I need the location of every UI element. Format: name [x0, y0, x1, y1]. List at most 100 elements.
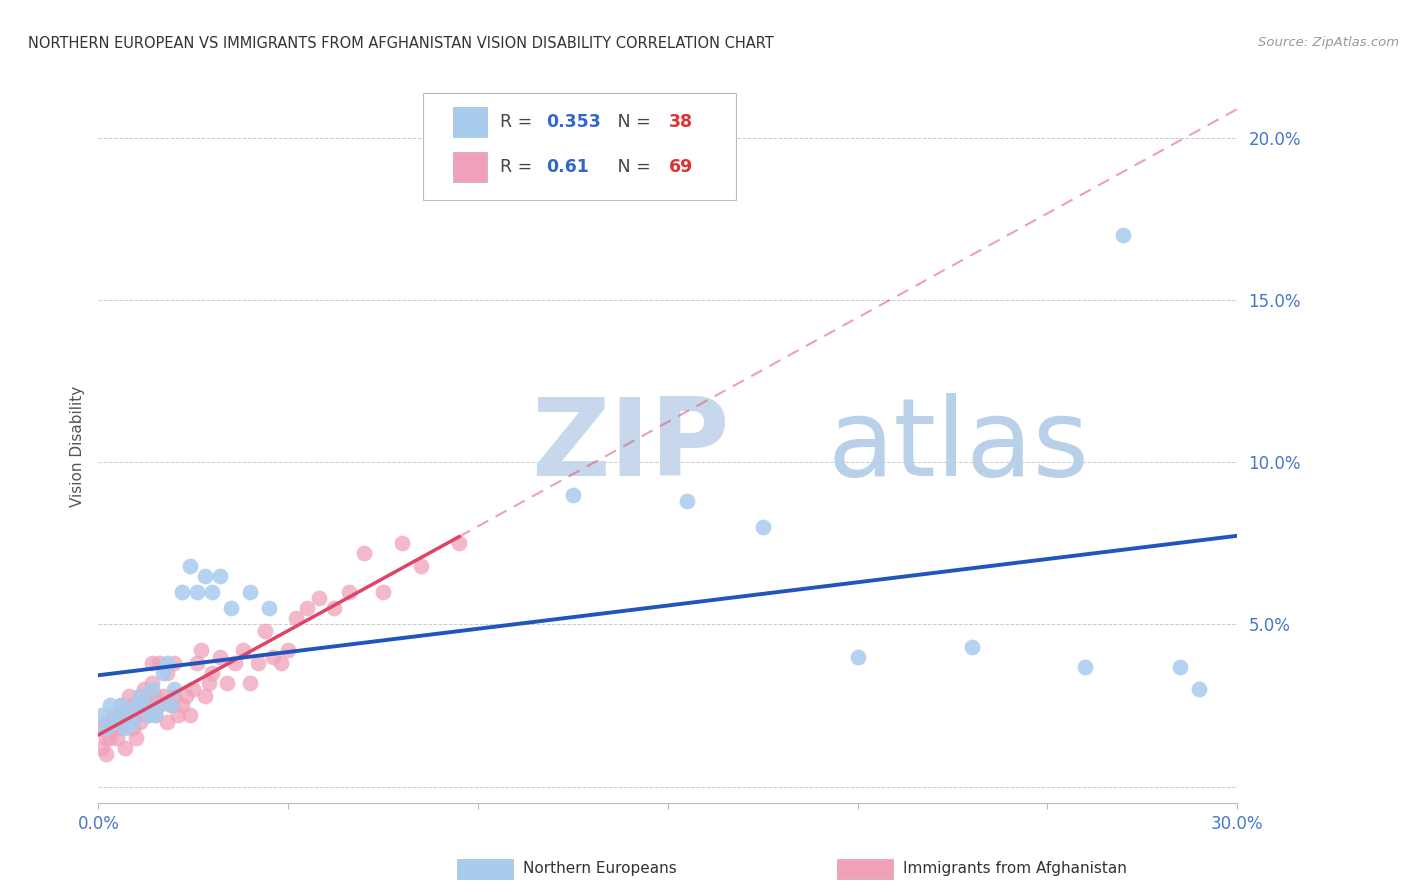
Point [145, 689, 167, 703]
Point [98, 714, 121, 729]
Point [224, 657, 246, 671]
Point [239, 585, 262, 599]
Point [94, 731, 117, 745]
Point [91, 708, 114, 723]
Point [194, 689, 217, 703]
Point [194, 568, 217, 582]
Point [183, 682, 205, 697]
Text: Immigrants from Afghanistan: Immigrants from Afghanistan [903, 862, 1126, 876]
Point [148, 657, 170, 671]
Point [846, 649, 869, 664]
Point [391, 536, 413, 550]
Point [163, 689, 186, 703]
Point [103, 708, 125, 723]
Point [371, 585, 394, 599]
Point [98, 698, 121, 713]
Text: R =: R = [501, 113, 538, 131]
Point [179, 708, 201, 723]
Point [676, 494, 699, 508]
Point [107, 708, 129, 723]
Point [141, 682, 163, 697]
Text: 38: 38 [669, 113, 693, 131]
Point [186, 657, 208, 671]
Point [262, 649, 284, 664]
Point [121, 698, 143, 713]
Point [170, 698, 193, 713]
Text: N =: N = [600, 113, 657, 131]
Point [118, 689, 141, 703]
Point [411, 559, 433, 574]
Point [94, 721, 117, 735]
Text: N =: N = [600, 158, 657, 176]
Point [114, 714, 136, 729]
Point [125, 708, 148, 723]
Point [1188, 682, 1211, 697]
Point [163, 657, 186, 671]
Point [125, 731, 148, 745]
Point [121, 714, 143, 729]
Point [163, 682, 186, 697]
Point [308, 591, 330, 606]
Point [107, 708, 129, 723]
Point [118, 708, 141, 723]
Point [114, 740, 136, 755]
Point [232, 643, 254, 657]
Point [148, 698, 170, 713]
Point [1074, 659, 1097, 673]
Point [217, 675, 239, 690]
Point [145, 708, 167, 723]
Text: NORTHERN EUROPEAN VS IMMIGRANTS FROM AFGHANISTAN VISION DISABILITY CORRELATION C: NORTHERN EUROPEAN VS IMMIGRANTS FROM AFG… [28, 36, 773, 51]
Text: 69: 69 [669, 158, 693, 176]
Point [284, 611, 307, 625]
Point [449, 536, 471, 550]
Point [246, 657, 269, 671]
Point [208, 649, 231, 664]
Point [156, 666, 179, 681]
Point [132, 698, 155, 713]
Point [141, 675, 163, 690]
Point [129, 714, 152, 729]
Point [136, 689, 159, 703]
Point [125, 698, 148, 713]
Text: Northern Europeans: Northern Europeans [523, 862, 676, 876]
Point [190, 643, 212, 657]
Point [114, 721, 136, 735]
Text: 0.61: 0.61 [546, 158, 589, 176]
Point [562, 488, 585, 502]
Point [121, 721, 143, 735]
Point [110, 698, 132, 713]
Point [107, 731, 129, 745]
Point [174, 689, 197, 703]
Point [103, 714, 125, 729]
Text: atlas: atlas [827, 393, 1090, 499]
Point [141, 657, 163, 671]
Text: R =: R = [501, 158, 538, 176]
Point [170, 585, 193, 599]
Point [152, 666, 174, 681]
Point [297, 601, 319, 615]
Point [110, 721, 132, 735]
Point [132, 698, 155, 713]
Point [322, 601, 344, 615]
Point [156, 714, 179, 729]
Point [94, 714, 117, 729]
Point [752, 520, 775, 534]
Point [129, 689, 152, 703]
Point [159, 698, 181, 713]
Point [337, 585, 360, 599]
Point [239, 675, 262, 690]
Point [159, 698, 181, 713]
Text: ZIP: ZIP [531, 393, 730, 499]
Point [960, 640, 983, 654]
Point [129, 689, 152, 703]
Point [152, 689, 174, 703]
Point [91, 740, 114, 755]
Bar [453, 107, 486, 137]
Point [208, 568, 231, 582]
Point [98, 731, 121, 745]
Point [94, 747, 117, 761]
Point [254, 624, 277, 638]
Point [118, 708, 141, 723]
Point [186, 585, 208, 599]
Point [1112, 228, 1135, 243]
